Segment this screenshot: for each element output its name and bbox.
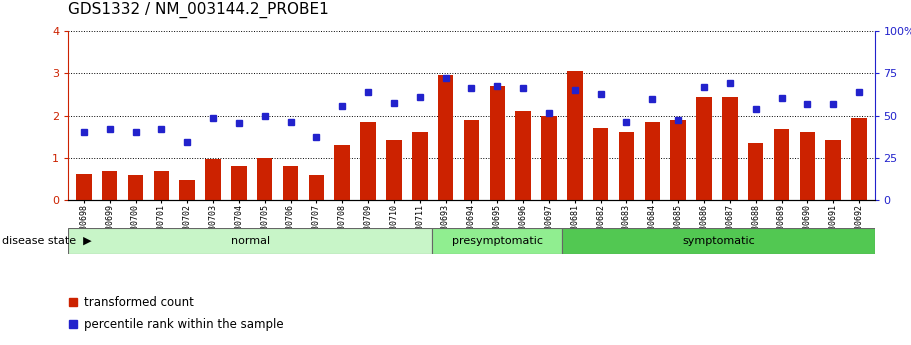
Bar	[361, 122, 376, 200]
Text: GDS1332 / NM_003144.2_PROBE1: GDS1332 / NM_003144.2_PROBE1	[68, 2, 329, 18]
Bar	[309, 175, 324, 200]
Bar	[489, 86, 505, 200]
Bar	[464, 120, 479, 200]
Bar	[567, 71, 582, 200]
Bar	[179, 180, 195, 200]
Bar	[670, 120, 686, 200]
Bar	[128, 175, 143, 200]
Bar	[386, 140, 402, 200]
Bar	[334, 145, 350, 200]
Bar	[205, 159, 220, 200]
Bar	[102, 171, 118, 200]
Bar	[433, 228, 562, 254]
Bar	[773, 129, 789, 200]
Bar	[68, 228, 433, 254]
Bar	[748, 143, 763, 200]
Text: disease state  ▶: disease state ▶	[2, 236, 91, 246]
Bar	[516, 111, 531, 200]
Bar	[851, 118, 866, 200]
Text: percentile rank within the sample: percentile rank within the sample	[84, 318, 284, 331]
Bar	[541, 116, 557, 200]
Bar	[257, 158, 272, 200]
Bar	[722, 97, 738, 200]
Bar	[412, 132, 427, 200]
Text: transformed count: transformed count	[84, 296, 194, 309]
Bar	[645, 122, 660, 200]
Bar	[438, 76, 454, 200]
Text: symptomatic: symptomatic	[682, 236, 755, 246]
Bar	[231, 166, 247, 200]
Bar	[77, 174, 92, 200]
Text: normal: normal	[230, 236, 270, 246]
Bar	[800, 132, 815, 200]
Bar	[619, 132, 634, 200]
Bar	[825, 140, 841, 200]
Text: presymptomatic: presymptomatic	[452, 236, 543, 246]
Bar	[562, 228, 875, 254]
Bar	[593, 128, 609, 200]
Bar	[154, 171, 169, 200]
Bar	[696, 97, 711, 200]
Bar	[282, 166, 298, 200]
